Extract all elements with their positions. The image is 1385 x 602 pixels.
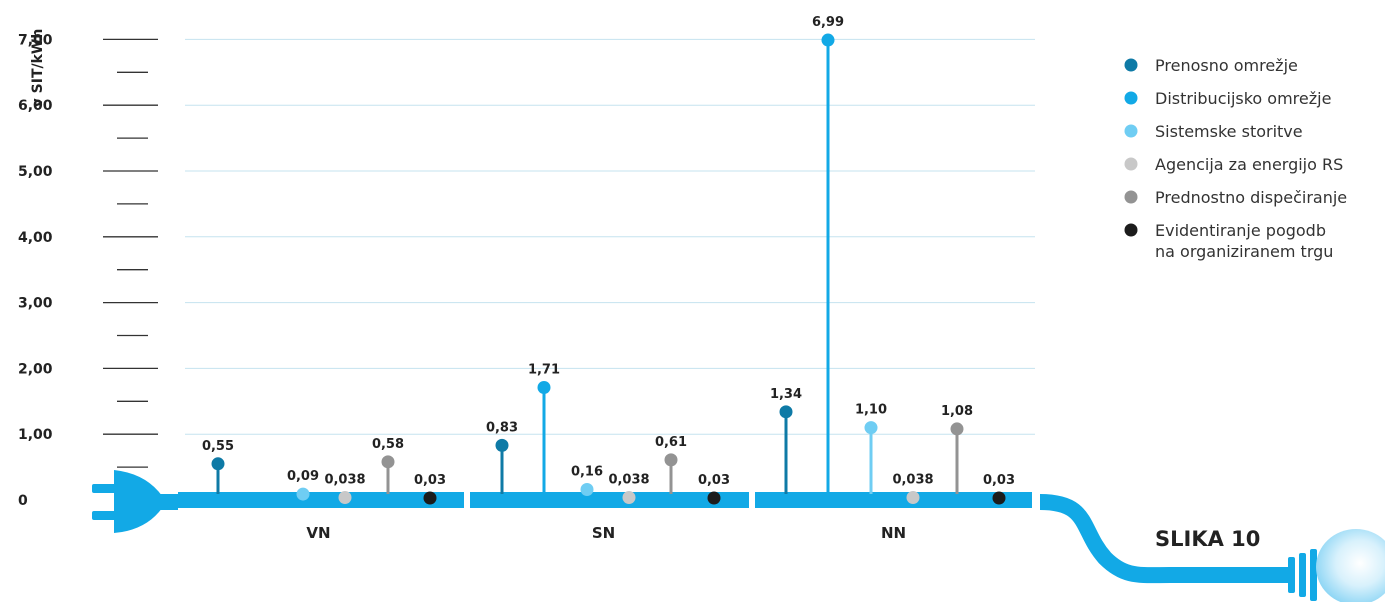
plug-cable-stub bbox=[156, 494, 178, 510]
data-label: 0,03 bbox=[983, 473, 1015, 488]
lollipop-point bbox=[211, 457, 225, 471]
data-label: 1,71 bbox=[528, 362, 560, 377]
legend: Prenosno omrežje Distribucijsko omrežje Si… bbox=[1124, 56, 1347, 261]
plug-body bbox=[114, 470, 166, 533]
legend-entry: Agencija za energijo RS bbox=[1155, 155, 1343, 174]
gridlines bbox=[185, 38, 1035, 435]
lollipop-point bbox=[821, 33, 835, 47]
data-label: 0,61 bbox=[655, 435, 687, 450]
y-axis-label: v SIT/kWh bbox=[30, 29, 46, 108]
data-label: 0,58 bbox=[372, 437, 404, 452]
data-marks bbox=[178, 33, 1032, 508]
chart-text: v SIT/kWh SLIKA 10 0 1,00 2,00 3,00 4,00 5,00… bbox=[18, 15, 1260, 551]
data-label: 0,55 bbox=[202, 439, 234, 454]
bulb-glass bbox=[1316, 529, 1385, 602]
lollipop-point bbox=[296, 487, 310, 501]
legend-swatch bbox=[1124, 190, 1138, 204]
data-label: 0,03 bbox=[698, 473, 730, 488]
data-label: 0,16 bbox=[571, 464, 603, 479]
category-label: VN bbox=[306, 524, 330, 542]
y-tick-label: 1,00 bbox=[18, 427, 53, 443]
lollipop-point bbox=[580, 482, 594, 496]
category-baseline bbox=[470, 492, 749, 508]
data-label: 0,83 bbox=[486, 420, 518, 435]
lollipop-point bbox=[950, 422, 964, 436]
y-axis bbox=[103, 38, 158, 468]
y-tick-label: 7,00 bbox=[18, 32, 53, 48]
plug-and-cable bbox=[92, 470, 1385, 602]
y-tick-label: 6,00 bbox=[18, 98, 53, 114]
legend-entry: Prednostno dispečiranje bbox=[1155, 188, 1347, 207]
y-tick-label: 4,00 bbox=[18, 230, 53, 246]
data-label: 0,038 bbox=[892, 472, 933, 487]
figure-label: SLIKA 10 bbox=[1155, 527, 1260, 551]
bulb-socket-ring-2 bbox=[1299, 553, 1306, 597]
legend-entry: Distribucijsko omrežje bbox=[1155, 89, 1331, 108]
cable-curve bbox=[1039, 494, 1290, 584]
legend-entry: Prenosno omrežje bbox=[1155, 56, 1298, 75]
category-label: SN bbox=[592, 524, 615, 542]
legend-entry: Evidentiranje pogodb na organiziranem trg… bbox=[1155, 221, 1333, 261]
category-baseline bbox=[185, 492, 464, 508]
data-label: 0,038 bbox=[324, 472, 365, 487]
y-tick-label: 2,00 bbox=[18, 361, 53, 377]
data-label: 6,99 bbox=[812, 15, 844, 30]
legend-swatch bbox=[1124, 223, 1138, 237]
data-label: 0,03 bbox=[414, 473, 446, 488]
cable-connector bbox=[178, 492, 186, 508]
legend-swatch bbox=[1124, 58, 1138, 72]
lollipop-point bbox=[992, 491, 1006, 505]
legend-entry: Sistemske storitve bbox=[1155, 122, 1303, 141]
data-label: 1,10 bbox=[855, 403, 887, 418]
lollipop-point bbox=[779, 405, 793, 419]
lollipop-point bbox=[381, 455, 395, 469]
lollipop-point bbox=[707, 491, 721, 505]
legend-swatch bbox=[1124, 91, 1138, 105]
legend-swatch bbox=[1124, 157, 1138, 171]
lollipop-point bbox=[864, 421, 878, 435]
bulb-socket-ring-3 bbox=[1310, 549, 1317, 601]
y-tick-label: 3,00 bbox=[18, 296, 53, 312]
legend-swatch bbox=[1124, 124, 1138, 138]
lollipop-point bbox=[338, 490, 352, 504]
category-label: NN bbox=[881, 524, 906, 542]
data-label: 1,34 bbox=[770, 387, 802, 402]
data-label: 0,09 bbox=[287, 469, 319, 484]
y-tick-label: 5,00 bbox=[18, 164, 53, 180]
data-label: 0,038 bbox=[608, 472, 649, 487]
y-tick-label: 0 bbox=[18, 493, 28, 509]
lollipop-point bbox=[622, 490, 636, 504]
lollipop-point bbox=[537, 380, 551, 394]
category-baseline bbox=[755, 492, 1032, 508]
lollipop-point bbox=[495, 438, 509, 452]
lollipop-point bbox=[906, 490, 920, 504]
lollipop-point bbox=[664, 453, 678, 467]
lollipop-point bbox=[423, 491, 437, 505]
data-label: 1,08 bbox=[941, 404, 973, 419]
bulb-socket-ring-1 bbox=[1288, 557, 1295, 593]
